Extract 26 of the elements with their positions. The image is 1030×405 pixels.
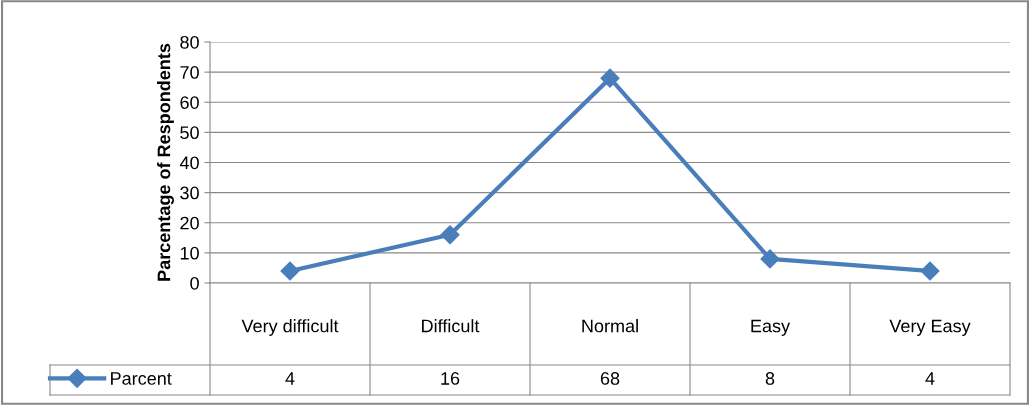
x-tick-label: Difficult	[422, 319, 480, 333]
y-tick-label: 80	[180, 35, 199, 49]
legend-label: Parcent	[111, 372, 172, 385]
point	[760, 249, 780, 269]
x-tick-label: Easy	[751, 319, 791, 336]
y-tick-label: 60	[180, 96, 199, 109]
x-tick-label: Normal	[582, 319, 638, 333]
data-label: 68	[600, 372, 620, 385]
y-tick-label: 10	[180, 246, 199, 260]
y-tick-label: 20	[180, 216, 199, 230]
x-tick-label: Very difficult	[241, 319, 339, 336]
data-label: 8	[765, 372, 775, 385]
point	[600, 68, 620, 88]
x-tick-label: Very Easy	[889, 319, 971, 336]
y-tick-label: 70	[180, 66, 199, 79]
y-tick-label: 40	[179, 156, 199, 170]
point	[280, 261, 300, 281]
y-axis-title: Parcentage of Respondents	[157, 43, 174, 281]
y-tick-label: 30	[180, 186, 199, 200]
point	[920, 261, 940, 281]
data-label: 4	[925, 372, 935, 385]
y-tick-label: 0	[190, 276, 199, 290]
point	[440, 225, 460, 245]
data-label: 16	[441, 372, 460, 385]
y-tick-label: 50	[180, 126, 199, 140]
data-label: 4	[285, 372, 295, 385]
